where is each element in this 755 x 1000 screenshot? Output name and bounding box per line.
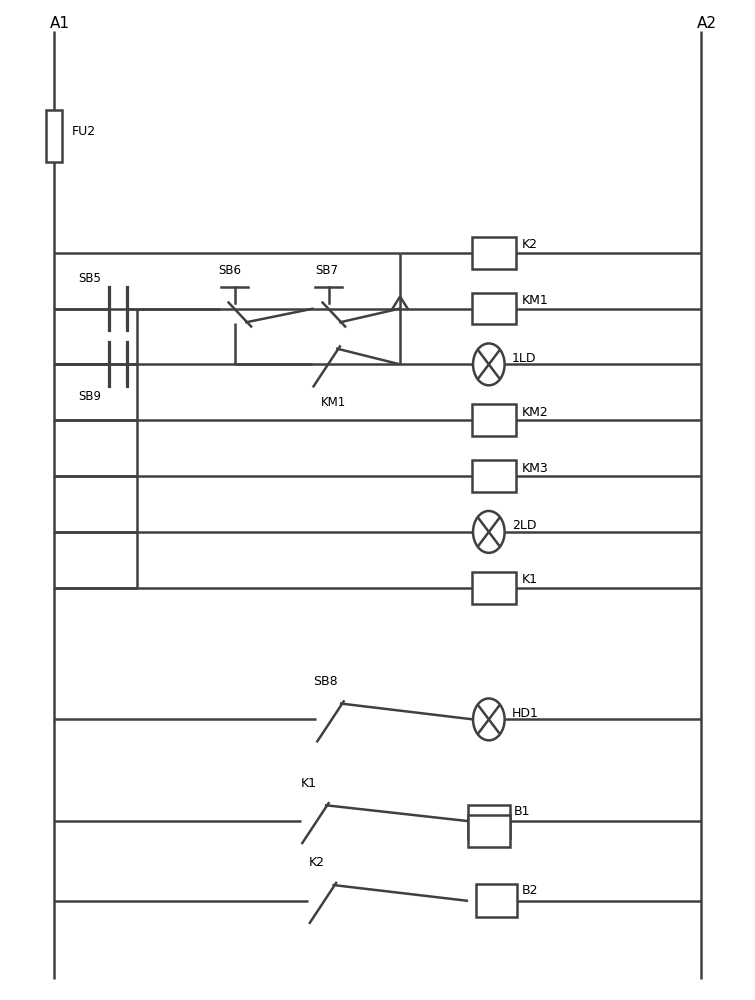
Text: KM1: KM1 xyxy=(522,294,549,307)
Bar xyxy=(473,460,516,492)
Circle shape xyxy=(473,698,504,740)
Text: A1: A1 xyxy=(51,16,70,31)
Text: FU2: FU2 xyxy=(71,125,95,138)
Text: KM3: KM3 xyxy=(522,462,549,475)
Text: A2: A2 xyxy=(697,16,717,31)
Text: K2: K2 xyxy=(522,238,538,251)
Circle shape xyxy=(473,343,504,385)
Text: SB8: SB8 xyxy=(313,675,338,688)
Bar xyxy=(468,805,510,838)
Text: K1: K1 xyxy=(522,573,538,586)
Text: SB7: SB7 xyxy=(315,264,338,277)
Circle shape xyxy=(473,511,504,553)
Bar xyxy=(476,884,517,917)
Text: 2LD: 2LD xyxy=(512,519,537,532)
Bar xyxy=(46,110,63,162)
Text: B2: B2 xyxy=(522,884,538,897)
Text: B1: B1 xyxy=(514,805,531,818)
Text: SB9: SB9 xyxy=(79,390,101,403)
Text: K1: K1 xyxy=(300,777,317,790)
Text: 1LD: 1LD xyxy=(512,352,537,365)
Text: KM2: KM2 xyxy=(522,406,549,419)
Text: KM1: KM1 xyxy=(321,396,347,409)
Bar xyxy=(473,293,516,324)
Text: K2: K2 xyxy=(308,856,325,869)
Text: SB5: SB5 xyxy=(79,272,101,285)
Bar xyxy=(468,815,510,847)
Text: SB6: SB6 xyxy=(218,264,241,277)
Text: HD1: HD1 xyxy=(512,707,539,720)
Bar xyxy=(473,572,516,604)
Bar xyxy=(473,404,516,436)
Bar xyxy=(473,237,516,269)
